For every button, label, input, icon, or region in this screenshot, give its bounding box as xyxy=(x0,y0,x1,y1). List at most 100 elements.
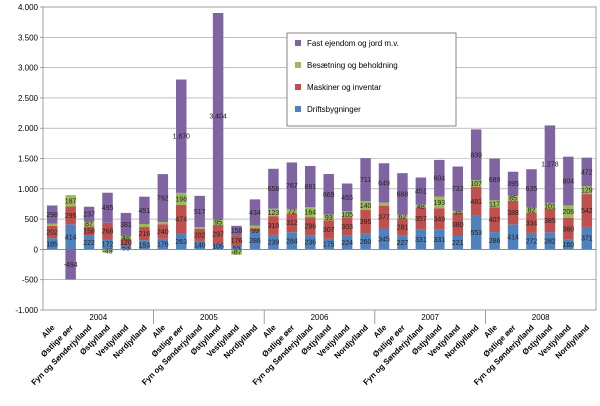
bar-segment xyxy=(65,249,76,280)
bar-segment xyxy=(415,177,427,205)
bar-segment xyxy=(65,195,76,207)
bar-segment xyxy=(194,227,205,229)
y-tick-label: 3.500 xyxy=(18,33,39,42)
bar-segment xyxy=(139,240,150,250)
data-label: 175 xyxy=(323,242,335,249)
data-label: 48 xyxy=(417,204,425,211)
bar-segment xyxy=(581,157,593,187)
data-label: 388 xyxy=(507,210,519,217)
data-label: 792 xyxy=(157,196,169,203)
data-label: 312 xyxy=(286,220,298,227)
data-label: 296 xyxy=(304,224,316,231)
bar-segment xyxy=(360,158,371,202)
data-label: 732 xyxy=(452,186,464,193)
bar-segment xyxy=(526,169,537,208)
data-label: 295 xyxy=(65,213,77,220)
bar-segment xyxy=(434,208,445,230)
bar-segment xyxy=(249,228,261,233)
bar-segment xyxy=(544,125,556,203)
bar-segment xyxy=(268,234,279,250)
bar-segment xyxy=(507,171,519,196)
bar-segment xyxy=(120,246,132,250)
data-label: 681 xyxy=(304,184,316,191)
bar-segment xyxy=(452,166,463,211)
data-label: 331 xyxy=(433,237,445,244)
data-label: 360 xyxy=(563,226,575,233)
data-label: 357 xyxy=(415,216,427,223)
data-label: 105 xyxy=(212,244,224,251)
bar-segment xyxy=(157,222,169,225)
data-label: 120 xyxy=(120,240,132,247)
data-label: 72 xyxy=(288,209,296,216)
bar-segment xyxy=(507,224,519,250)
data-label: 216 xyxy=(139,231,151,238)
data-label: 334 xyxy=(526,220,538,227)
bar-segment xyxy=(46,205,58,224)
bar-segment xyxy=(194,195,205,228)
data-label: 414 xyxy=(65,234,77,241)
data-label: 669 xyxy=(323,192,335,199)
data-label: 1.870 xyxy=(172,134,190,141)
bar-segment xyxy=(415,207,427,230)
legend-label: Driftsbygninger xyxy=(307,105,361,114)
data-label: 158 xyxy=(231,228,243,235)
data-label: 307 xyxy=(323,227,335,234)
data-label: 260 xyxy=(360,239,372,246)
data-label: 227 xyxy=(397,240,409,247)
data-label: 604 xyxy=(433,176,445,183)
bar-segment xyxy=(212,219,224,226)
data-label: 371 xyxy=(581,236,593,243)
data-label: 193 xyxy=(433,200,445,207)
bar-segment xyxy=(397,173,408,215)
bar-segment xyxy=(46,238,58,250)
data-label: 689 xyxy=(489,177,501,184)
bar-segment xyxy=(526,212,537,233)
data-label: 48 xyxy=(122,235,130,242)
group-label: 2005 xyxy=(200,313,218,322)
bar-segment xyxy=(397,218,408,236)
bar-segment xyxy=(397,235,408,250)
data-label: 123 xyxy=(268,210,280,217)
data-label: 3.404 xyxy=(209,114,227,121)
data-label: 160 xyxy=(563,242,575,249)
bar-segment xyxy=(212,225,224,244)
bar-segment xyxy=(268,208,279,217)
data-label: 153 xyxy=(139,242,151,249)
legend-swatch xyxy=(295,62,301,68)
group-label: 2007 xyxy=(421,313,439,322)
data-label: -49 xyxy=(102,248,112,255)
bar-segment xyxy=(360,209,371,234)
bar-segment xyxy=(544,232,556,250)
legend-swatch xyxy=(295,40,301,46)
data-label: 236 xyxy=(304,240,316,247)
legend-label: Maskiner og inventar xyxy=(307,83,382,92)
bar-segment xyxy=(378,163,390,203)
data-label: 298 xyxy=(46,212,58,219)
data-label: 82 xyxy=(528,208,536,215)
data-label: 767 xyxy=(286,183,298,190)
data-label: 240 xyxy=(157,229,169,236)
bar-segment xyxy=(563,205,574,218)
bar-segment xyxy=(102,192,113,223)
data-label: 53 xyxy=(122,245,130,252)
bar-segment xyxy=(120,212,132,237)
bar-segment xyxy=(378,228,390,250)
data-label: 239 xyxy=(268,240,280,247)
data-label: 286 xyxy=(249,238,261,245)
bar-segment xyxy=(452,236,463,250)
data-label: 140 xyxy=(360,203,372,210)
bar-segment xyxy=(470,180,482,187)
bar-segment xyxy=(378,202,390,206)
data-label: 385 xyxy=(544,218,556,225)
bar-segment xyxy=(489,207,500,233)
bar-segment xyxy=(489,232,500,250)
bar-segment xyxy=(176,233,187,250)
data-label: 172 xyxy=(102,242,114,249)
data-label: 649 xyxy=(378,180,390,187)
data-label: 164 xyxy=(304,210,316,217)
bar-segment xyxy=(378,205,390,229)
bar-segment xyxy=(46,225,58,239)
bar-segment xyxy=(452,210,463,213)
bar-segment xyxy=(507,200,519,225)
